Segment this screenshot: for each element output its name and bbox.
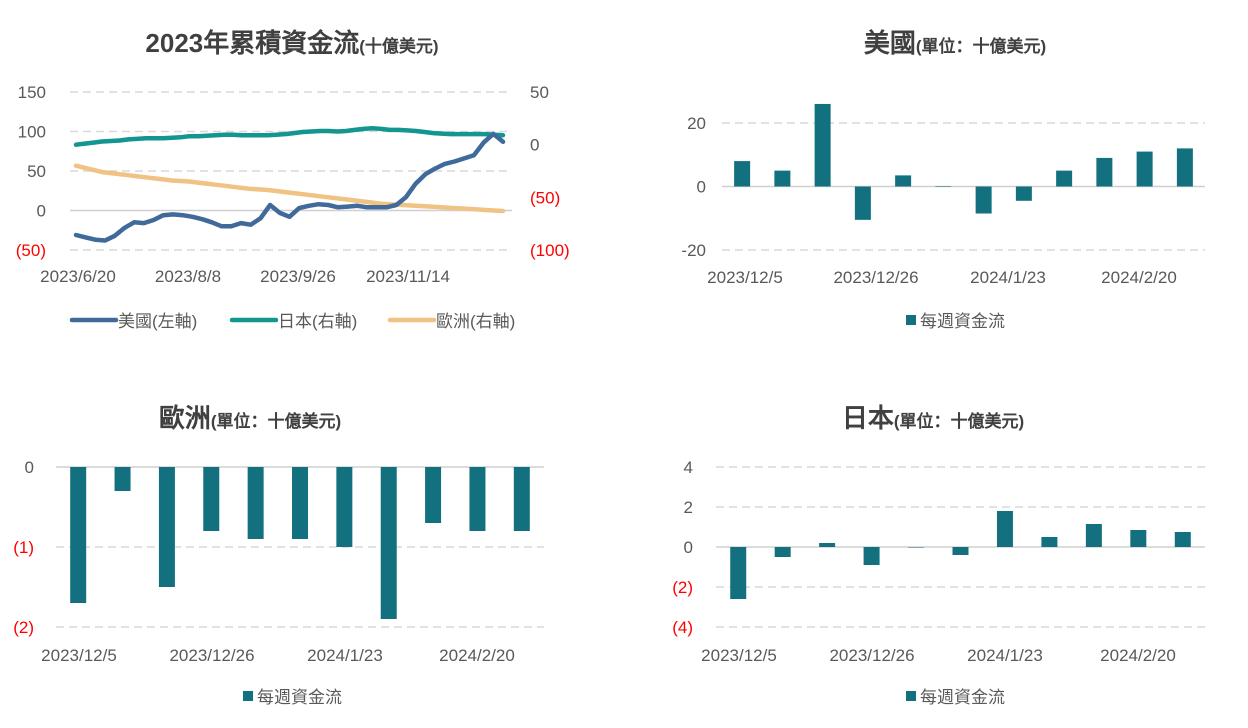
us_weekly-x-tick-label: 2023/12/5: [707, 268, 783, 287]
jp_weekly-bar: [819, 543, 836, 547]
cumulative-title-unit: (十億美元): [359, 36, 438, 56]
eu_weekly-bar: [203, 467, 220, 531]
cumulative-y2-tick-label: (50): [530, 188, 560, 207]
cumulative-y2-tick-label: 50: [530, 83, 549, 102]
us_weekly-bar: [895, 175, 912, 187]
us_weekly-legend-swatch: [906, 315, 916, 325]
us_weekly-bar: [814, 103, 831, 187]
eu_weekly-legend-swatch: [243, 691, 253, 701]
eu_weekly-chart: 歐洲(單位：十億美元) 0 (1) (2) 2023/12/5 2023/12/26 202…: [13, 403, 544, 707]
jp_weekly-y-tick-label: (4): [672, 618, 693, 637]
eu_weekly-legend-label: 每週資金流: [257, 688, 342, 707]
us_weekly-bar: [774, 170, 791, 187]
us_weekly-title: 美國(單位：十億美元): [864, 28, 1046, 58]
jp_weekly-x-tick-label: 2023/12/5: [701, 646, 777, 665]
eu_weekly-bar: [336, 467, 353, 547]
jp_weekly-y-tick-label: 2: [684, 498, 693, 517]
cumulative-x-tick-label: 2023/9/26: [260, 267, 336, 286]
jp_weekly-bar: [1130, 530, 1147, 547]
eu_weekly-bar: [292, 467, 308, 539]
us_weekly-bar: [734, 161, 751, 187]
cumulative-x-tick-label: 2023/8/8: [155, 267, 221, 286]
cumulative-y-tick-label: 100: [18, 123, 46, 142]
us_weekly-y-tick-label: 20: [687, 114, 706, 133]
us_weekly-y-tick-label: -20: [681, 241, 706, 260]
us_weekly-bar: [1176, 148, 1193, 187]
us_weekly-x-tick-label: 2024/1/23: [970, 268, 1046, 287]
cumulative-chart: 2023年累積資金流(十億美元) 150 100 50 0 (50) 50 0 (50) (100…: [16, 28, 570, 331]
jp_weekly-bar: [1041, 537, 1058, 547]
cumulative-legend-label: 歐洲(右軸): [436, 312, 515, 331]
eu_weekly-bar: [158, 467, 175, 587]
eu_weekly-bar: [469, 467, 486, 531]
cumulative-y2-tick-label: 0: [530, 136, 539, 155]
eu_weekly-title-unit: (單位：十億美元): [211, 411, 341, 431]
us_weekly-x-tick-label: 2023/12/26: [833, 268, 918, 287]
eu_weekly-bar: [425, 467, 442, 523]
jp_weekly-legend-label: 每週資金流: [920, 688, 1005, 707]
eu_weekly-bar: [380, 467, 397, 619]
jp_weekly-x-tick-label: 2023/12/26: [829, 646, 914, 665]
cumulative-title: 2023年累積資金流(十億美元): [145, 28, 438, 58]
us_weekly-bar: [1096, 157, 1113, 187]
us_weekly-bar: [1136, 151, 1153, 187]
jp_weekly-y-tick-label: 4: [684, 458, 693, 477]
cumulative-series-line-2: [73, 163, 506, 214]
us_weekly-bar: [975, 186, 992, 214]
jp_weekly-legend-swatch: [906, 691, 916, 701]
eu_weekly-y-tick-label: (1): [13, 538, 34, 557]
jp_weekly-title-main: 日本: [842, 403, 894, 433]
cumulative-y-tick-label: 150: [18, 83, 46, 102]
jp_weekly-y-tick-label: 0: [684, 538, 693, 557]
eu_weekly-x-tick-label: 2023/12/26: [169, 646, 254, 665]
us_weekly-bar: [854, 186, 871, 220]
jp_weekly-y-tick-label: (2): [672, 578, 693, 597]
jp_weekly-bar: [952, 547, 969, 555]
cumulative-y-tick-label: 0: [37, 202, 46, 221]
cumulative-y-tick-label: 50: [27, 162, 46, 181]
us_weekly-title-unit: (單位：十億美元): [916, 36, 1046, 56]
us_weekly-bar: [1015, 186, 1032, 201]
eu_weekly-title: 歐洲(單位：十億美元): [159, 403, 341, 433]
jp_weekly-chart: 日本(單位：十億美元) 4 2 0 (2) (4) 2023/12/5 2023/12/26 2…: [672, 403, 1205, 707]
cumulative-legend-label: 美國(左軸): [118, 312, 197, 331]
cumulative-x-tick-label: 2023/6/20: [40, 267, 116, 286]
eu_weekly-x-tick-label: 2024/1/23: [307, 646, 383, 665]
cumulative-legend-label: 日本(右軸): [278, 312, 357, 331]
eu_weekly-x-tick-label: 2023/12/5: [41, 646, 117, 665]
cumulative-series-line-0: [73, 131, 506, 243]
jp_weekly-title: 日本(單位：十億美元): [842, 403, 1024, 433]
jp_weekly-bar: [996, 511, 1013, 547]
us_weekly-legend-label: 每週資金流: [920, 312, 1005, 331]
eu_weekly-title-main: 歐洲: [159, 403, 211, 433]
us_weekly-bar: [1056, 170, 1073, 187]
cumulative-title-main: 2023年累積資金流: [145, 28, 359, 58]
jp_weekly-title-unit: (單位：十億美元): [894, 411, 1024, 431]
eu_weekly-x-tick-label: 2024/2/20: [439, 646, 515, 665]
eu_weekly-bar: [513, 467, 530, 531]
jp_weekly-bar: [863, 547, 880, 565]
us_weekly-title-main: 美國: [864, 28, 916, 58]
cumulative-y2-tick-label: (100): [530, 241, 570, 260]
jp_weekly-bar: [774, 547, 791, 557]
cumulative-series-line-1: [73, 126, 506, 147]
jp_weekly-bar: [908, 547, 925, 548]
cumulative-x-tick-label: 2023/11/14: [366, 267, 450, 286]
us_weekly-y-tick-label: 0: [697, 178, 706, 197]
jp_weekly-x-tick-label: 2024/1/23: [967, 646, 1043, 665]
eu_weekly-bar: [247, 467, 264, 539]
jp_weekly-bar: [1174, 532, 1191, 547]
us_weekly-x-tick-label: 2024/2/20: [1101, 268, 1177, 287]
eu_weekly-y-tick-label: (2): [13, 618, 34, 637]
eu_weekly-bar: [70, 467, 87, 603]
cumulative-y-tick-label: (50): [16, 241, 46, 260]
jp_weekly-bar: [730, 547, 747, 599]
us_weekly-bar: [935, 186, 952, 187]
jp_weekly-x-tick-label: 2024/2/20: [1100, 646, 1176, 665]
jp_weekly-bar: [1085, 524, 1102, 547]
eu_weekly-bar: [114, 467, 131, 491]
eu_weekly-y-tick-label: 0: [25, 458, 34, 477]
